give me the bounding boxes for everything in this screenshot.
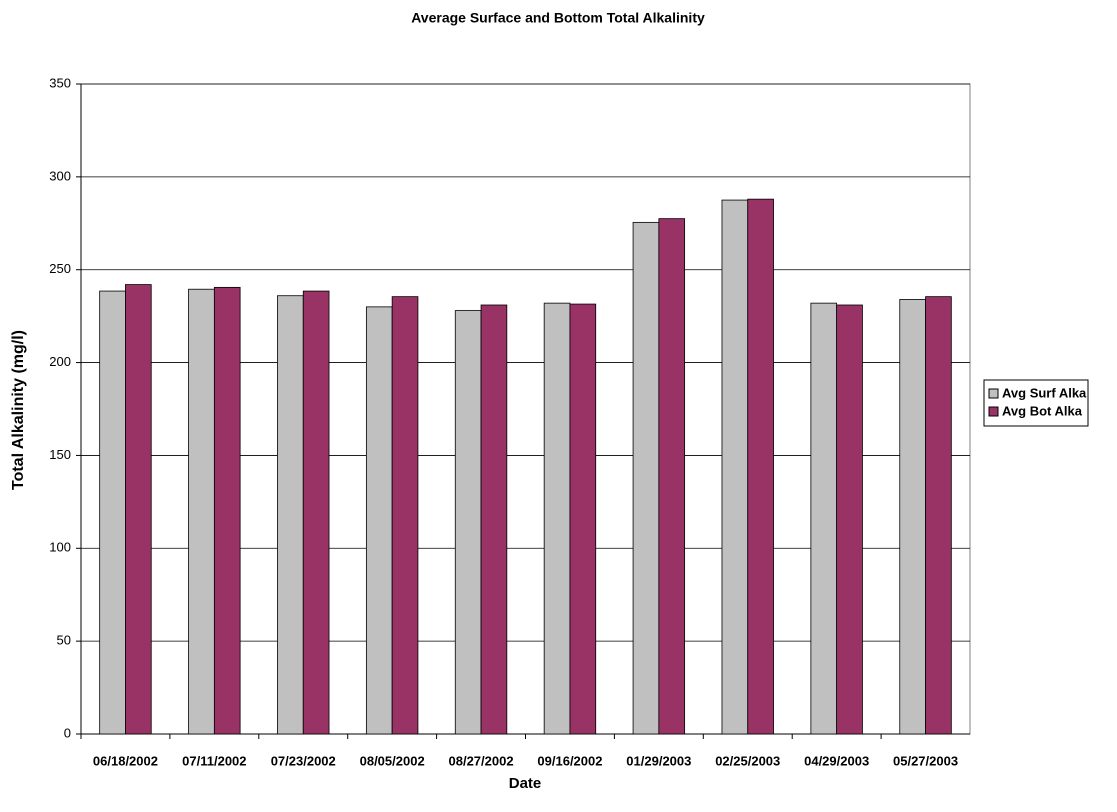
x-tick-label: 01/29/2003: [626, 753, 691, 768]
bar: [277, 295, 304, 735]
x-tick-label: 07/23/2002: [271, 753, 336, 768]
x-tick-label: 08/05/2002: [360, 753, 425, 768]
bar: [658, 218, 686, 735]
y-tick-label: 350: [49, 75, 71, 90]
bar: [125, 284, 152, 735]
bar: [391, 296, 419, 735]
bar: [454, 310, 482, 735]
bar: [99, 290, 126, 735]
y-tick-label: 250: [49, 261, 71, 276]
y-tick-label: 300: [49, 168, 71, 183]
legend-swatch: [988, 406, 999, 417]
x-tick-label: 04/29/2003: [804, 753, 869, 768]
bar: [632, 221, 660, 735]
y-axis-label: Total Alkalinity (mg/l): [10, 330, 27, 490]
bar: [810, 302, 838, 735]
x-tick-label: 06/18/2002: [93, 753, 158, 768]
y-tick-label: 0: [64, 725, 71, 740]
y-tick-label: 150: [49, 447, 71, 462]
legend-swatch: [988, 388, 999, 399]
x-tick-label: 07/11/2002: [182, 753, 246, 768]
x-tick-label: 09/16/2002: [537, 753, 602, 768]
bar: [213, 286, 241, 735]
bar: [899, 299, 926, 735]
x-tick-label: 05/27/2003: [893, 753, 958, 768]
bar: [480, 304, 508, 735]
y-tick-label: 200: [49, 354, 71, 369]
bar: [188, 288, 215, 735]
bar: [302, 290, 330, 735]
bar: [569, 303, 597, 735]
x-tick-label: 02/25/2003: [715, 753, 780, 768]
bar: [721, 199, 749, 735]
legend-label: Avg Bot Alka: [1002, 403, 1083, 418]
bar: [543, 302, 571, 735]
x-tick-label: 08/27/2002: [449, 753, 514, 768]
x-axis-label: Date: [509, 775, 542, 792]
bar: [365, 306, 393, 735]
y-tick-label: 50: [57, 633, 71, 648]
bar: [747, 198, 774, 735]
bar: [925, 296, 952, 735]
legend-label: Avg Surf Alka: [1002, 385, 1087, 400]
chart-title: Average Surface and Bottom Total Alkalin…: [411, 10, 705, 26]
y-tick-label: 100: [49, 540, 71, 555]
bar: [836, 304, 863, 735]
legend-box: [983, 379, 1089, 427]
